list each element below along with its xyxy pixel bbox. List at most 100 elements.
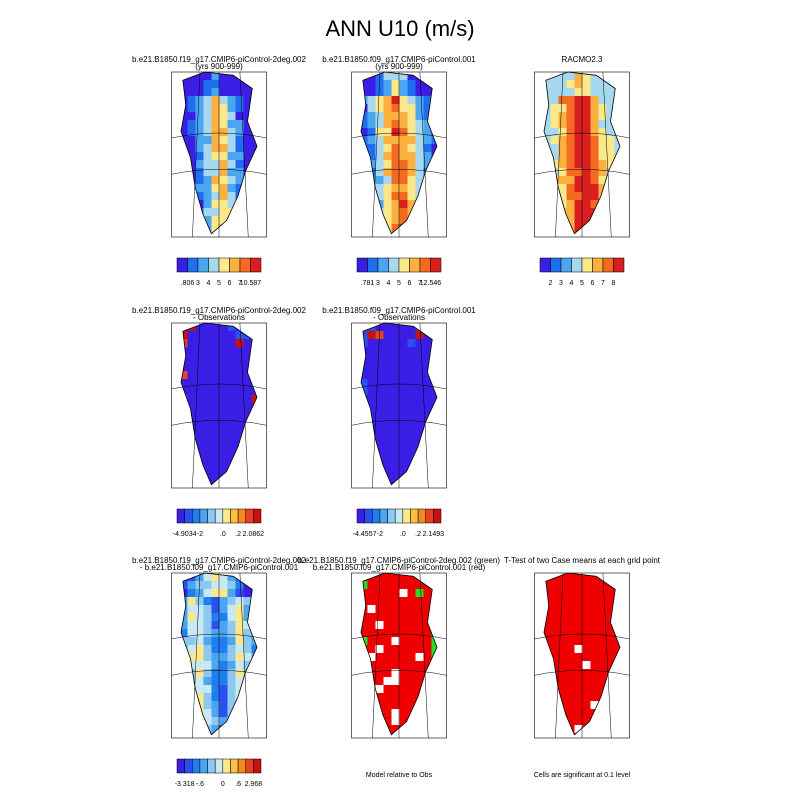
map-cell xyxy=(243,347,252,355)
map-cell xyxy=(574,144,583,152)
map-cell xyxy=(558,589,567,597)
map-cell xyxy=(558,661,567,669)
map-cell xyxy=(407,573,416,581)
map-cell xyxy=(550,80,559,88)
map-cell xyxy=(606,120,615,128)
map-cell xyxy=(187,645,196,653)
colorbar-box xyxy=(245,508,254,524)
map-cell xyxy=(211,613,220,621)
map-cell xyxy=(203,597,212,605)
map-cell xyxy=(187,136,196,144)
map-cell xyxy=(211,224,220,232)
map-cell xyxy=(195,637,204,645)
map-cell xyxy=(582,653,591,661)
map-cell xyxy=(375,96,384,104)
map-cell xyxy=(235,427,244,435)
map-cell xyxy=(211,339,220,347)
map-cell xyxy=(590,613,599,621)
map-cell xyxy=(399,589,408,597)
map-cell xyxy=(203,323,212,331)
map-cell xyxy=(361,613,368,621)
map-cell xyxy=(227,144,236,152)
colorbar-label: -3.318 xyxy=(175,781,195,788)
map-cell xyxy=(383,331,392,339)
map-cell xyxy=(219,200,228,208)
map-cell xyxy=(211,459,220,467)
map-cell xyxy=(407,589,416,597)
map-cell xyxy=(383,685,392,693)
map-cell xyxy=(243,613,252,621)
panel-title: b.e21.B1850.f19_g17.CMIP6-piControl-2deg… xyxy=(132,556,306,565)
map-cell xyxy=(574,677,583,685)
graticule xyxy=(351,322,447,489)
map-cell xyxy=(375,629,384,637)
map-cell xyxy=(606,136,615,144)
map-cell xyxy=(590,701,599,709)
coastline xyxy=(180,572,258,736)
map-cell xyxy=(219,80,228,88)
map-cell xyxy=(566,72,575,80)
map-cell xyxy=(550,597,559,605)
map-cell xyxy=(361,120,368,128)
map-cell xyxy=(203,371,212,379)
map-cell xyxy=(391,459,400,467)
map-cell xyxy=(574,629,583,637)
map-cell xyxy=(203,637,212,645)
map-cell xyxy=(590,184,599,192)
map-cell xyxy=(399,363,408,371)
map-cell xyxy=(203,709,212,717)
map-cell xyxy=(407,661,416,669)
map-cell xyxy=(195,395,204,403)
map-cell xyxy=(566,677,575,685)
map-cell xyxy=(407,96,416,104)
map-cell xyxy=(399,451,408,459)
colorbar-label: 4 xyxy=(387,280,391,287)
map-cell xyxy=(219,152,228,160)
map-cell xyxy=(375,120,384,128)
map-cell xyxy=(590,573,599,581)
map-cell xyxy=(235,355,244,363)
map-cell xyxy=(375,184,384,192)
map-cell xyxy=(367,136,376,144)
map-cell xyxy=(195,72,204,80)
map-cell xyxy=(211,475,220,483)
map-cell xyxy=(582,581,591,589)
map-cell xyxy=(243,355,252,363)
map-cell xyxy=(219,589,228,597)
map-cell xyxy=(375,355,384,363)
map-cell xyxy=(606,653,615,661)
map-cell xyxy=(195,355,204,363)
map-cell xyxy=(590,629,599,637)
colorbar-box xyxy=(192,508,201,524)
map-cell xyxy=(606,629,615,637)
colorbar-label: 2.968 xyxy=(245,781,263,788)
map-cell xyxy=(574,709,583,717)
map-cell xyxy=(235,605,244,613)
map-cell xyxy=(574,200,583,208)
map-cell xyxy=(582,573,591,581)
map-cell xyxy=(399,323,408,331)
map-cell xyxy=(195,685,204,693)
map-cell xyxy=(582,629,591,637)
map-cell xyxy=(550,645,559,653)
colorbar-label: 7 xyxy=(601,280,605,287)
map-cell xyxy=(227,120,236,128)
colorbar-box xyxy=(581,257,593,273)
map-cell xyxy=(227,80,236,88)
map-cell xyxy=(203,355,212,363)
colorbar-box xyxy=(394,508,404,524)
map-cell xyxy=(243,104,252,112)
map-cell xyxy=(243,395,252,403)
map-cell xyxy=(211,192,220,200)
map-cell xyxy=(574,597,583,605)
map-cell xyxy=(566,160,575,168)
colorbar-box xyxy=(419,257,431,273)
colorbar-box xyxy=(253,508,262,524)
map-cell xyxy=(391,152,400,160)
map-cell xyxy=(367,613,376,621)
map-cell xyxy=(407,128,416,136)
map-cell xyxy=(361,379,368,387)
map-cell xyxy=(415,80,424,88)
panel-title: RACMO2.3 xyxy=(562,55,603,64)
map-cell xyxy=(399,701,408,709)
